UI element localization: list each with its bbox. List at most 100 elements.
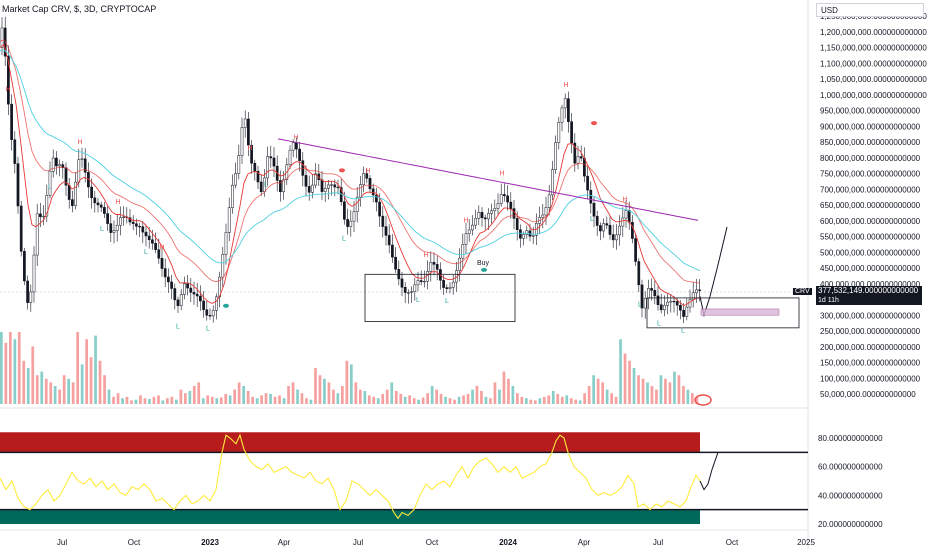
volume-bar <box>354 382 358 404</box>
volume-bar <box>143 398 147 404</box>
ma-mid-line <box>0 39 701 284</box>
high-label: H <box>293 135 298 142</box>
volume-bar <box>578 400 582 404</box>
candle <box>621 217 625 227</box>
volume-bar <box>556 393 560 404</box>
candle <box>237 155 241 174</box>
candle <box>311 184 314 193</box>
time-axis-tick: 2024 <box>499 538 517 547</box>
high-label: H <box>622 197 627 204</box>
candle <box>432 262 436 265</box>
candle <box>637 261 641 286</box>
volume-bar <box>336 393 340 404</box>
candle <box>170 281 173 289</box>
time-axis-tick: Jul <box>653 538 663 547</box>
candle <box>631 221 634 239</box>
volume-bar <box>560 396 564 404</box>
high-label: H <box>463 218 468 225</box>
candle <box>400 278 404 288</box>
price-axis-tick: 100,000,000.000000000000 <box>820 374 921 383</box>
candle <box>144 231 148 237</box>
volume-bar <box>161 400 165 404</box>
candle <box>173 288 177 301</box>
volume-bar <box>614 396 618 404</box>
target-zone <box>700 308 780 316</box>
candle <box>23 251 26 282</box>
candle <box>141 226 145 233</box>
volume-bar <box>228 395 232 404</box>
candle <box>496 203 500 209</box>
volume-bar <box>192 386 196 404</box>
high-label: H <box>365 168 370 175</box>
candle <box>679 304 682 311</box>
volume-bar <box>130 400 133 404</box>
candle <box>675 301 679 306</box>
candle <box>551 169 554 196</box>
candle <box>163 268 167 278</box>
price-axis-tick: 1,050,000,000.000000000000 <box>820 75 927 84</box>
volume-marker <box>694 394 712 406</box>
volume-bar <box>121 398 124 404</box>
volume-bar <box>112 396 115 404</box>
price-axis-tick: 1,150,000,000.000000000000 <box>820 44 927 53</box>
volume-bar <box>85 339 88 404</box>
candle <box>490 210 493 214</box>
volume-bar <box>125 396 129 404</box>
candle <box>355 196 359 212</box>
high-label: H <box>159 245 164 252</box>
volume-bar <box>695 396 699 404</box>
candle <box>541 214 545 218</box>
candle <box>458 257 461 271</box>
volume-bar <box>664 378 667 404</box>
low-label: L <box>445 298 449 305</box>
volume-bar <box>623 353 627 404</box>
chart-title: Market Cap CRV, $, 3D, CRYPTOCAP <box>2 4 157 14</box>
volume-bar <box>569 398 573 404</box>
price-axis-tick: 800,000,000.000000000000 <box>820 154 921 163</box>
candle <box>573 142 577 164</box>
candle <box>525 230 529 235</box>
rsi-axis-tick: 80.000000000000 <box>818 434 883 443</box>
volume-bar <box>605 389 609 404</box>
volume-bar <box>601 382 604 404</box>
price-axis-tick: 250,000,000.000000000000 <box>820 327 921 336</box>
candle <box>685 306 689 317</box>
buy-marker <box>481 267 487 272</box>
volume-bar <box>659 375 663 404</box>
candle <box>691 292 695 300</box>
bar-countdown: 1d 11h <box>816 296 922 305</box>
candle <box>672 300 676 303</box>
candle <box>151 239 154 244</box>
candle <box>192 292 196 295</box>
volume-bar <box>632 368 636 404</box>
candle <box>554 142 557 170</box>
candle <box>115 224 119 231</box>
volume-bar <box>686 389 690 404</box>
candle <box>131 221 135 224</box>
candle <box>391 244 394 258</box>
candle <box>688 299 692 308</box>
volume-bar <box>457 396 461 404</box>
candle <box>205 309 209 316</box>
candle <box>560 107 564 123</box>
current-price-tag: 377,532,149.000000000000 <box>816 286 922 296</box>
candle <box>487 213 490 220</box>
candle <box>503 194 506 197</box>
candle <box>567 98 570 122</box>
volume-bar <box>511 386 515 404</box>
candle <box>176 299 180 306</box>
volume-bar <box>76 332 79 404</box>
volume-bar <box>587 386 591 404</box>
high-label: H <box>563 82 568 89</box>
candle <box>362 173 365 185</box>
currency-selector[interactable]: USD <box>816 3 924 17</box>
price-axis-tick: 950,000,000.000000000000 <box>820 107 921 116</box>
volume-bar <box>9 332 12 404</box>
volume-bar <box>489 398 492 404</box>
volume-bar <box>296 389 299 404</box>
candle <box>135 223 138 227</box>
candle <box>531 235 535 237</box>
high-label: H <box>423 252 428 259</box>
volume-bar <box>551 391 555 404</box>
